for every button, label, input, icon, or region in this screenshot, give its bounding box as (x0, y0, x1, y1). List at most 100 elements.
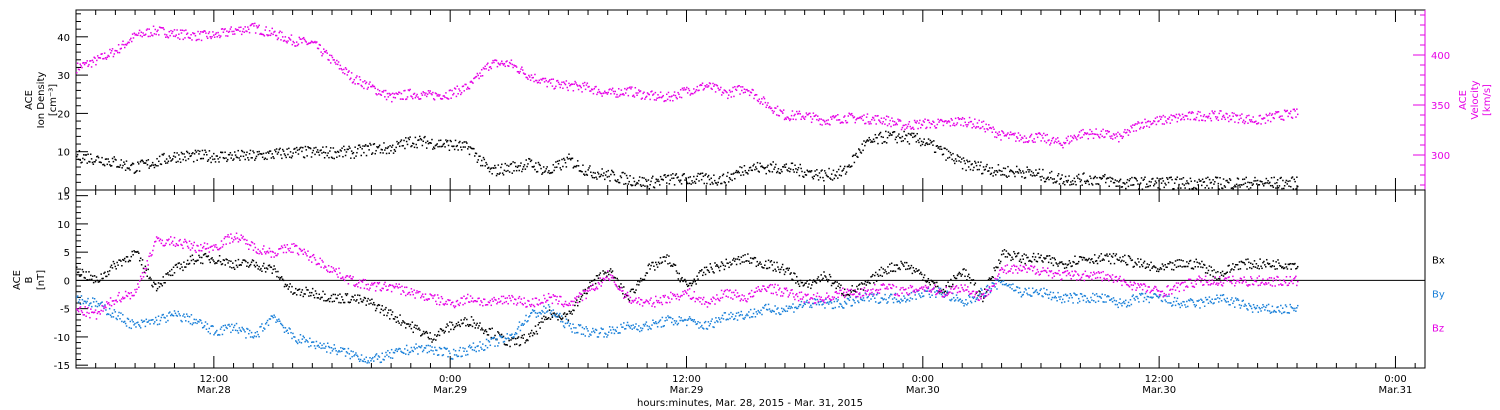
velocity-point (449, 89, 452, 91)
density-point (93, 161, 95, 163)
density-point (402, 144, 404, 147)
by-point (227, 324, 229, 326)
b-tick-label: -10 (54, 333, 70, 344)
velocity-point (767, 102, 769, 104)
density-point (243, 151, 246, 154)
bx-point (422, 330, 425, 333)
density-point (91, 161, 94, 164)
by-point (806, 299, 808, 302)
velocity-point (897, 118, 899, 121)
velocity-point (757, 100, 760, 103)
velocity-point (329, 62, 332, 64)
density-point (1105, 178, 1108, 180)
velocity-point (532, 76, 534, 79)
by-point (619, 332, 621, 334)
bx-point (1012, 258, 1014, 261)
by-point (795, 306, 797, 309)
bx-point (641, 278, 644, 281)
density-point (1264, 182, 1267, 184)
by-point (801, 306, 804, 309)
density-point (293, 148, 295, 150)
velocity-point (381, 90, 383, 93)
bx-point (396, 316, 399, 319)
bx-point (1205, 267, 1208, 269)
by-point (308, 345, 310, 348)
by-point (372, 356, 374, 359)
by-point (762, 306, 764, 309)
bx-point (606, 275, 608, 277)
density-point (475, 152, 478, 155)
by-point (231, 323, 233, 326)
velocity-point (562, 87, 564, 90)
velocity-point (481, 75, 484, 77)
density-point (1255, 183, 1258, 185)
bx-point (677, 278, 680, 280)
velocity-point (112, 55, 115, 58)
velocity-point (295, 45, 297, 47)
by-point (717, 317, 720, 319)
velocity-point (616, 93, 618, 96)
bx-point (384, 308, 386, 311)
density-point (740, 174, 742, 177)
by-point (92, 301, 95, 303)
velocity-point (679, 96, 681, 98)
bx-point (572, 309, 574, 311)
density-point (109, 164, 111, 166)
velocity-point (255, 25, 258, 27)
velocity-point (861, 115, 863, 118)
velocity-point (467, 87, 470, 90)
velocity-point (1030, 133, 1033, 136)
bx-point (1058, 262, 1060, 265)
velocity-point (1142, 127, 1145, 129)
by-point (785, 305, 788, 307)
velocity-point (247, 26, 249, 28)
bx-point (126, 256, 129, 258)
density-point (631, 184, 634, 187)
by-point (199, 319, 201, 321)
velocity-point (1257, 122, 1260, 124)
velocity-point (245, 30, 247, 32)
bx-point (927, 277, 930, 280)
by-point (713, 326, 715, 329)
density-point (459, 140, 461, 143)
by-point (165, 321, 167, 323)
bx-point (405, 323, 408, 325)
density-point (780, 168, 782, 171)
velocity-point (281, 31, 283, 34)
velocity-point (1296, 108, 1298, 110)
velocity-point (1246, 115, 1248, 117)
density-point (1125, 181, 1128, 184)
density-point (328, 156, 330, 159)
by-point (526, 320, 528, 323)
density-point (826, 175, 829, 178)
density-point (496, 173, 499, 175)
velocity-point (695, 89, 698, 91)
velocity-point (726, 91, 728, 94)
velocity-point (425, 92, 427, 94)
velocity-point (1132, 124, 1134, 126)
density-point (274, 150, 277, 153)
by-point (432, 350, 434, 352)
by-point (204, 321, 207, 323)
bx-point (978, 290, 980, 292)
bx-point (247, 261, 249, 264)
velocity-point (263, 35, 266, 37)
density-point (519, 165, 521, 167)
velocity-point (1123, 131, 1125, 133)
density-point (370, 153, 373, 155)
by-point (558, 314, 560, 316)
density-velocity-series (76, 22, 1299, 190)
density-point (182, 158, 184, 161)
velocity-point (614, 90, 616, 93)
velocity-point (213, 36, 216, 38)
bx-point (1140, 264, 1143, 266)
by-point (314, 347, 317, 350)
bx-point (194, 260, 196, 262)
density-point (121, 167, 123, 169)
velocity-point (143, 34, 145, 36)
by-point (504, 337, 507, 339)
velocity-point (1267, 119, 1269, 122)
velocity-point (210, 37, 212, 40)
velocity-point (348, 70, 350, 72)
density-point (1235, 183, 1238, 186)
